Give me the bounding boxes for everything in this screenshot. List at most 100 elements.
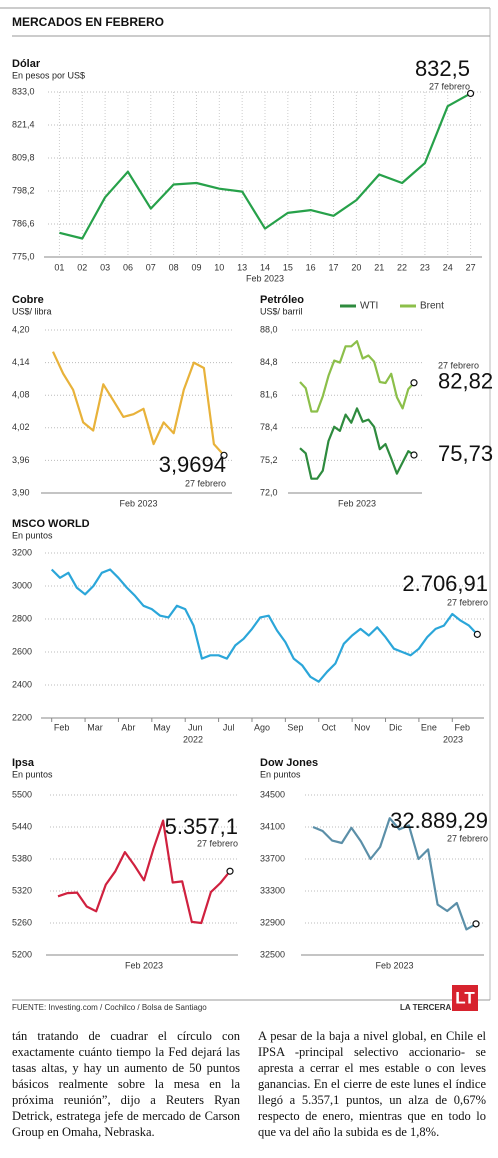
- value-label: 5.357,1: [165, 814, 238, 839]
- chart-title: Petróleo: [260, 294, 304, 306]
- legend-label: Brent: [420, 301, 444, 312]
- x-tick-label: 24: [443, 262, 453, 272]
- x-tick-label: May: [153, 722, 171, 732]
- chart-subtitle: En puntos: [12, 769, 53, 779]
- line: [57, 819, 231, 925]
- y-tick-label: 5440: [12, 821, 32, 831]
- x-tick-label: Feb: [54, 722, 70, 732]
- value-label: 32.889,29: [390, 808, 488, 833]
- y-tick-label: 775,0: [12, 251, 35, 261]
- x-axis-label: Feb 2023: [119, 498, 157, 508]
- x-tick-label: 06: [123, 262, 133, 272]
- x-tick-label: 22: [397, 262, 407, 272]
- x-tick-label: 03: [100, 262, 110, 272]
- article-column: tán tratando de cuadrar el círculo con e…: [12, 1029, 240, 1139]
- line: [312, 817, 477, 931]
- chart-subtitle: En puntos: [260, 769, 301, 779]
- y-tick-label: 34500: [260, 789, 285, 799]
- x-tick-label: 07: [146, 262, 156, 272]
- y-tick-label: 4,20: [12, 324, 30, 334]
- chart-subtitle: US$/ libra: [12, 306, 52, 316]
- x-tick-label: Ene: [421, 722, 437, 732]
- x-tick-label: Oct: [322, 722, 337, 732]
- end-dot: [466, 89, 475, 98]
- line: [59, 92, 472, 240]
- x-axis-label: Feb 2023: [246, 273, 284, 283]
- end-dot: [472, 920, 480, 928]
- value-label: 75,73: [438, 441, 493, 466]
- infographic: MERCADOS EN FEBRERO FUENTE: Investing.co…: [0, 7, 493, 1012]
- date-label: 27 febrero: [438, 360, 479, 370]
- x-tick-label: 16: [306, 262, 316, 272]
- year-label: 2023: [443, 734, 463, 744]
- x-tick-label: 08: [169, 262, 179, 272]
- logo: LT: [455, 988, 475, 1007]
- x-tick-label: 21: [374, 262, 384, 272]
- x-axis-label: Feb 2023: [375, 960, 413, 970]
- end-dot: [226, 867, 234, 875]
- y-tick-label: 809,8: [12, 152, 35, 162]
- y-tick-label: 833,0: [12, 86, 35, 96]
- value-label: 82,82: [438, 369, 493, 394]
- chart-title: Dow Jones: [260, 757, 318, 769]
- y-tick-label: 32500: [260, 949, 285, 959]
- x-tick-label: Mar: [87, 722, 103, 732]
- y-tick-label: 88,0: [260, 324, 278, 334]
- x-tick-label: 20: [351, 262, 361, 272]
- y-tick-label: 4,02: [12, 422, 30, 432]
- y-tick-label: 2400: [12, 679, 32, 689]
- end-dot: [410, 379, 418, 387]
- x-tick-label: Feb: [455, 722, 471, 732]
- end-dot: [220, 451, 228, 459]
- y-tick-label: 72,0: [260, 487, 278, 497]
- x-tick-label: 01: [54, 262, 64, 272]
- x-tick-label: Nov: [354, 722, 371, 732]
- x-tick-label: 13: [237, 262, 247, 272]
- y-tick-label: 5500: [12, 789, 32, 799]
- date-label: 27 febrero: [447, 597, 488, 607]
- line: [299, 340, 415, 413]
- y-tick-label: 5200: [12, 949, 32, 959]
- y-tick-label: 33300: [260, 885, 285, 895]
- y-tick-label: 2200: [12, 712, 32, 722]
- y-tick-label: 2600: [12, 646, 32, 656]
- x-tick-label: Abr: [121, 722, 135, 732]
- chart-title: MSCO WORLD: [12, 518, 90, 530]
- line: [50, 568, 479, 683]
- x-tick-label: Jun: [188, 722, 203, 732]
- chart-title: Cobre: [12, 294, 44, 306]
- x-tick-label: 17: [329, 262, 339, 272]
- article-column: A pesar de la baja a nivel global, en Ch…: [258, 1029, 486, 1139]
- line: [299, 407, 415, 480]
- y-tick-label: 5260: [12, 917, 32, 927]
- y-tick-label: 84,8: [260, 357, 278, 367]
- y-tick-label: 786,6: [12, 218, 35, 228]
- value-label: 2.706,91: [402, 571, 488, 596]
- year-label: 2022: [183, 734, 203, 744]
- y-tick-label: 33700: [260, 853, 285, 863]
- date-label: 27 febrero: [185, 478, 226, 488]
- x-tick-label: 14: [260, 262, 270, 272]
- chart-title: Ipsa: [12, 757, 35, 769]
- legend-label: WTI: [360, 301, 378, 312]
- y-tick-label: 3,96: [12, 455, 30, 465]
- x-axis-label: Feb 2023: [125, 960, 163, 970]
- line: [52, 351, 225, 457]
- chart-subtitle: En pesos por US$: [12, 70, 85, 80]
- y-tick-label: 3,90: [12, 487, 30, 497]
- x-tick-label: 23: [420, 262, 430, 272]
- article: tán tratando de cuadrar el círculo con e…: [12, 1028, 486, 1140]
- y-tick-label: 821,4: [12, 119, 35, 129]
- date-label: 27 febrero: [197, 838, 238, 848]
- y-tick-label: 5320: [12, 885, 32, 895]
- page-title: MERCADOS EN FEBRERO: [12, 15, 164, 29]
- end-dot: [410, 451, 418, 459]
- x-axis-label: Feb 2023: [338, 498, 376, 508]
- x-tick-label: Ago: [254, 722, 270, 732]
- y-tick-label: 81,6: [260, 390, 278, 400]
- x-tick-label: Jul: [223, 722, 235, 732]
- x-tick-label: Dic: [389, 722, 402, 732]
- y-tick-label: 4,08: [12, 390, 30, 400]
- y-tick-label: 78,4: [260, 422, 278, 432]
- date-label: 27 febrero: [429, 81, 470, 91]
